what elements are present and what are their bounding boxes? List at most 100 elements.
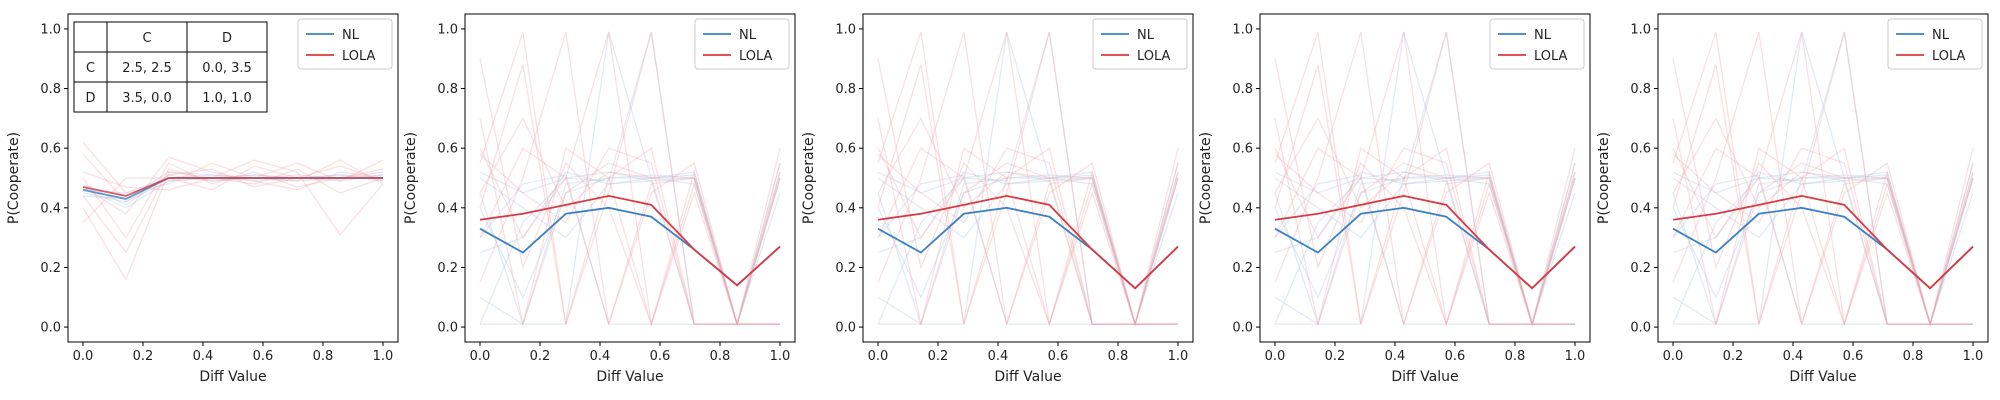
subplot-3: 0.0 0.2 0.4 0.6 0.8 1.0 0.0 0.2 0.4 0.6 0.8 1.0 Diff… <box>801 13 1194 385</box>
seed-line-nl-4 <box>1672 174 1973 325</box>
table-cell <box>73 21 108 53</box>
x-tick-label: 0.2 <box>1325 349 1346 364</box>
legend-label-lola: LOLA <box>1137 49 1171 64</box>
legend-label-lola: LOLA <box>342 49 376 64</box>
y-tick-label: 0.0 <box>40 321 61 336</box>
seed-line-nl-1 <box>1274 171 1576 327</box>
seed-line-lola-9 <box>1274 58 1575 327</box>
seed-line-nl-8 <box>1672 31 1973 325</box>
x-tick-label: 0.2 <box>1723 349 1744 364</box>
payoff-table: C DC 2.5, 2.5 0.0, 3.5D 3.5, 0.0 1.0, 1.0 <box>73 21 268 113</box>
seed-line-lola-2 <box>1274 31 1576 327</box>
table-cell-text: 0.0, 3.5 <box>202 61 252 76</box>
x-tick-label: 0.2 <box>530 349 551 364</box>
seed-line-lola-3 <box>877 31 1178 325</box>
x-tick-label: 1.0 <box>373 349 394 364</box>
y-tick-label: 0.8 <box>40 82 61 97</box>
plot-area <box>479 31 781 327</box>
seed-line-lola-2 <box>1672 31 1974 327</box>
seed-line-nl-4 <box>479 174 780 325</box>
y-tick-label: 0.8 <box>437 82 458 97</box>
y-tick-label: 0.2 <box>835 261 856 276</box>
legend: NL LOLA <box>694 18 790 70</box>
x-tick-label: 0.0 <box>73 349 94 364</box>
y-tick-label: 0.4 <box>40 201 61 216</box>
table-cell-text: D <box>222 31 232 46</box>
x-tick-label: 1.0 <box>1168 349 1189 364</box>
seed-line-lola-1 <box>479 31 780 325</box>
seed-line-nl-4 <box>82 174 384 194</box>
seed-line-lola-3 <box>1672 31 1973 325</box>
seed-line-nl-7 <box>479 162 781 327</box>
seed-line-lola-1 <box>1672 31 1973 325</box>
seed-line-lola-3 <box>82 141 384 194</box>
table-cell-text: 3.5, 0.0 <box>122 91 172 106</box>
seed-line-lola-4 <box>877 118 1179 327</box>
seed-line-nl-2 <box>1672 174 1973 326</box>
seed-line-lola-5 <box>1274 31 1575 325</box>
seed-line-nl-3 <box>479 31 781 327</box>
y-tick-label: 0.6 <box>1630 142 1651 157</box>
legend: NL LOLA <box>297 18 393 70</box>
series-line-lola <box>877 194 1179 290</box>
y-tick-label: 0.0 <box>437 321 458 336</box>
legend-box <box>1887 18 1983 70</box>
seed-line-nl-6 <box>1274 171 1575 325</box>
legend-label-nl: NL <box>739 28 757 43</box>
x-tick-label: 0.6 <box>650 349 671 364</box>
seed-line-nl-2 <box>877 174 1178 326</box>
seed-line-lola-2 <box>479 31 781 327</box>
x-tick-label: 0.4 <box>988 349 1009 364</box>
y-axis-label: P(Cooperate) <box>6 132 22 224</box>
legend-label-lola: LOLA <box>739 49 773 64</box>
seed-line-lola-4 <box>479 118 781 327</box>
y-tick-label: 0.6 <box>437 142 458 157</box>
seed-line-nl-2 <box>479 174 780 326</box>
seed-line-lola-8 <box>1274 147 1576 325</box>
seed-line-lola-8 <box>1672 147 1974 325</box>
seed-line-nl-8 <box>1274 31 1575 325</box>
seed-line-lola-5 <box>479 31 780 325</box>
seed-line-nl-6 <box>877 171 1178 325</box>
x-tick-label: 0.2 <box>928 349 949 364</box>
x-axis-label: Diff Value <box>596 369 663 385</box>
table-cell-text: C <box>142 31 151 46</box>
legend-label-lola: LOLA <box>1534 49 1568 64</box>
series-line-lola <box>1672 194 1974 290</box>
y-tick-label: 0.4 <box>437 201 458 216</box>
seed-line-nl-6 <box>1672 171 1973 325</box>
plot-area <box>1274 31 1576 327</box>
legend-box <box>694 18 790 70</box>
seed-line-lola-4 <box>1274 118 1576 327</box>
x-axis-label: Diff Value <box>199 369 266 385</box>
series-line-nl <box>479 206 781 287</box>
seed-line-lola-7 <box>1274 147 1575 327</box>
legend-box <box>1489 18 1585 70</box>
seed-line-lola-10 <box>479 116 781 325</box>
y-tick-label: 0.8 <box>835 82 856 97</box>
subplot-5: 0.0 0.2 0.4 0.6 0.8 1.0 0.0 0.2 0.4 0.6 0.8 1.0 Diff… <box>1596 13 1989 385</box>
plot-area <box>877 31 1179 327</box>
y-tick-label: 0.4 <box>1232 201 1253 216</box>
seed-line-lola-8 <box>479 147 781 325</box>
x-tick-label: 0.4 <box>1385 349 1406 364</box>
y-tick-label: 0.8 <box>1630 82 1651 97</box>
table-cell-text: C <box>86 61 95 76</box>
legend-label-nl: NL <box>1137 28 1155 43</box>
y-tick-label: 0.6 <box>835 142 856 157</box>
x-tick-label: 0.0 <box>868 349 889 364</box>
x-axis-label: Diff Value <box>1789 369 1856 385</box>
x-tick-label: 0.6 <box>1048 349 1069 364</box>
series-line-lola <box>82 177 383 197</box>
y-axis-label: P(Cooperate) <box>403 132 419 224</box>
subplot-4: 0.0 0.2 0.4 0.6 0.8 1.0 0.0 0.2 0.4 0.6 0.8 1.0 Diff… <box>1198 13 1591 385</box>
x-tick-label: 0.4 <box>193 349 214 364</box>
plot-area <box>82 141 384 281</box>
y-tick-label: 1.0 <box>437 22 458 37</box>
x-tick-label: 0.4 <box>1783 349 1804 364</box>
seed-line-lola-6 <box>82 159 384 236</box>
y-tick-label: 0.4 <box>1630 201 1651 216</box>
x-tick-label: 0.6 <box>1445 349 1466 364</box>
seed-line-lola-5 <box>1672 31 1973 325</box>
